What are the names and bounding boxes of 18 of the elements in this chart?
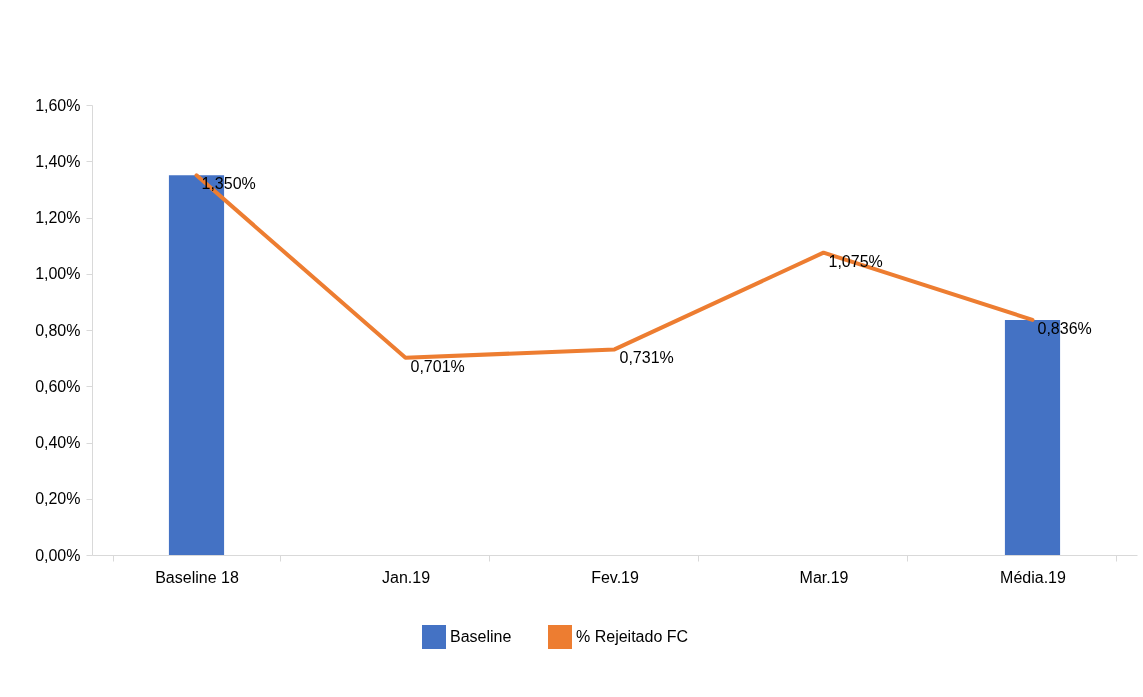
x-tick-label: Média.19 bbox=[1000, 568, 1067, 586]
legend-label: % Rejeitado FC bbox=[576, 628, 689, 645]
data-label: 0,701% bbox=[410, 357, 465, 375]
y-tick-label: 0,20% bbox=[35, 490, 81, 508]
y-tick-label: 0,80% bbox=[35, 321, 81, 339]
legend-label: Baseline bbox=[450, 628, 512, 645]
y-tick-label: 1,00% bbox=[35, 265, 81, 283]
x-tick-label: Mar.19 bbox=[799, 568, 849, 586]
y-tick-label: 1,20% bbox=[35, 209, 81, 226]
x-tick-label: Jan.19 bbox=[381, 568, 431, 586]
y-tick-label: 0,40% bbox=[35, 434, 81, 451]
y-tick-label: 0,60% bbox=[35, 377, 81, 395]
y-tick-label: 1,60% bbox=[35, 96, 81, 114]
y-tick-label: 0,00% bbox=[35, 546, 81, 564]
data-label: 0,731% bbox=[619, 349, 674, 367]
x-tick-label: Fev.19 bbox=[591, 568, 639, 586]
x-tick-label: Baseline 18 bbox=[155, 568, 239, 586]
y-tick-label: 1,40% bbox=[35, 152, 81, 170]
